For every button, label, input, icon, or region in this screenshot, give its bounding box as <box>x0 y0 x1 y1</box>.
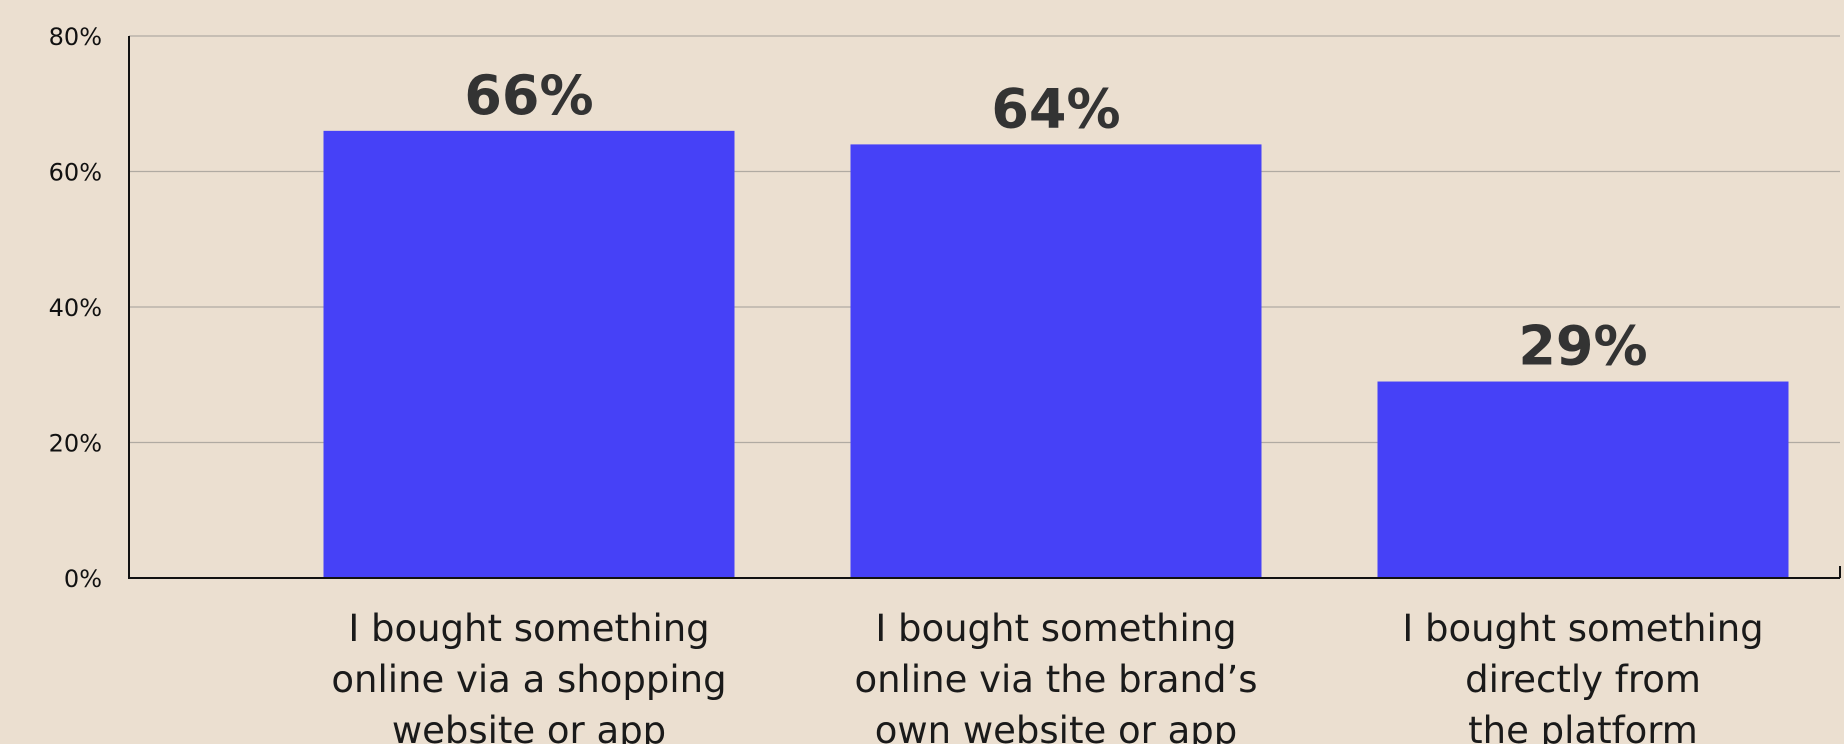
x-category-label: I bought something <box>875 607 1236 650</box>
data-label: 66% <box>464 64 593 127</box>
y-tick-label: 0% <box>64 565 102 593</box>
data-label: 64% <box>991 77 1120 140</box>
y-tick-label: 20% <box>49 430 102 458</box>
x-category-label: the platform <box>1468 709 1698 744</box>
x-category-label: own website or app <box>875 709 1237 744</box>
y-tick-label: 80% <box>49 23 102 51</box>
bar <box>1377 381 1789 578</box>
bar <box>850 144 1262 578</box>
x-category-label: online via a shopping <box>331 658 726 701</box>
x-category-label: I bought something <box>348 607 709 650</box>
y-tick-label: 60% <box>49 159 102 187</box>
x-category-label: website or app <box>392 709 666 744</box>
bar <box>323 130 735 578</box>
x-category-label: online via the brand’s <box>854 658 1257 701</box>
x-category-label: I bought something <box>1402 607 1763 650</box>
x-category-label: directly from <box>1465 658 1701 701</box>
data-label: 29% <box>1518 315 1647 378</box>
y-tick-label: 40% <box>49 294 102 322</box>
